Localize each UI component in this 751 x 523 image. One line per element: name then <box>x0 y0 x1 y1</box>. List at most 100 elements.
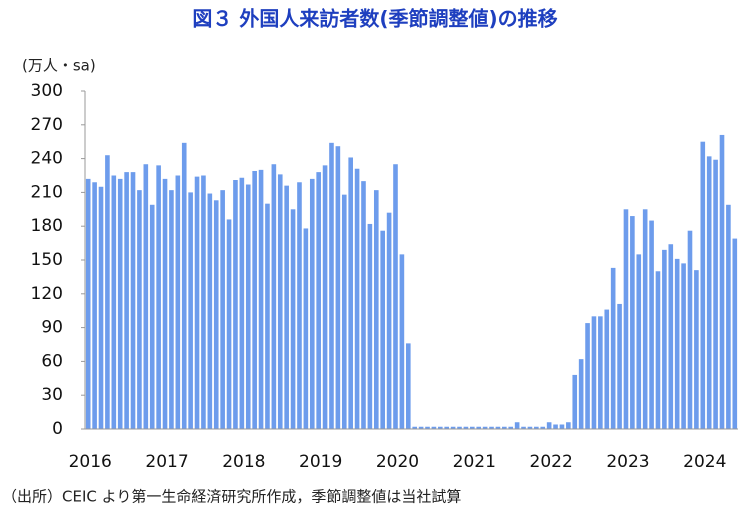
y-tick-label: 30 <box>41 385 63 405</box>
y-tick-label: 180 <box>31 216 63 236</box>
bar <box>546 422 552 429</box>
y-tick-label: 150 <box>31 250 63 270</box>
bar <box>655 271 661 429</box>
bar <box>649 220 654 429</box>
bar <box>188 192 193 429</box>
bar <box>687 230 693 429</box>
bar <box>706 156 712 429</box>
bar <box>143 164 149 429</box>
bar <box>713 159 718 429</box>
unit-label: (万人・sa) <box>22 57 96 75</box>
bar <box>303 228 309 429</box>
bar <box>642 209 648 429</box>
bar <box>553 424 558 429</box>
x-tick-label: 2024 <box>683 452 726 472</box>
x-tick-label: 2016 <box>69 452 112 472</box>
bar <box>213 200 219 429</box>
bar <box>117 178 123 429</box>
bar <box>245 184 251 429</box>
bar <box>111 175 117 429</box>
bar <box>585 323 590 429</box>
bar <box>617 303 622 429</box>
bar <box>470 426 475 429</box>
bar <box>540 426 546 429</box>
bar <box>175 175 181 429</box>
bar <box>149 204 155 429</box>
bar <box>694 270 699 429</box>
bar <box>169 190 174 429</box>
bar <box>572 374 578 429</box>
bar <box>393 164 398 429</box>
bar <box>194 176 200 429</box>
bar <box>425 426 430 429</box>
x-tick-label: 2020 <box>376 452 419 472</box>
bar <box>431 426 437 429</box>
bar <box>85 178 91 429</box>
bar <box>604 309 610 429</box>
y-tick-label: 120 <box>31 284 63 304</box>
bar <box>162 178 168 429</box>
x-tick-label: 2022 <box>530 452 573 472</box>
bar <box>668 244 674 429</box>
bar <box>534 426 539 429</box>
y-tick-label: 300 <box>31 81 63 101</box>
y-tick-label: 90 <box>41 318 63 338</box>
bar <box>367 223 373 429</box>
bar <box>630 216 635 429</box>
bar <box>130 172 136 429</box>
bar <box>316 172 321 429</box>
bar <box>220 190 225 429</box>
bar <box>527 426 533 429</box>
bar <box>124 172 129 429</box>
bar <box>341 194 347 429</box>
bar <box>284 185 289 429</box>
bar <box>226 219 232 429</box>
bar <box>502 426 507 429</box>
bar <box>482 426 488 429</box>
bar <box>438 426 443 429</box>
bar <box>495 426 501 429</box>
bar <box>726 204 731 429</box>
bar <box>386 212 392 429</box>
bar <box>354 168 360 430</box>
bar <box>233 180 238 429</box>
bar <box>463 426 469 429</box>
bar <box>207 193 213 429</box>
bar <box>105 155 110 429</box>
y-tick-label: 210 <box>31 182 63 202</box>
bar <box>98 186 104 429</box>
bar <box>380 230 385 429</box>
bar <box>610 267 616 429</box>
bar <box>636 254 642 429</box>
bar <box>252 170 257 429</box>
bar <box>290 209 296 429</box>
bar <box>732 238 738 429</box>
x-tick-label: 2017 <box>145 452 188 472</box>
bar <box>418 426 424 429</box>
bar <box>156 165 161 430</box>
bar <box>265 203 270 429</box>
bar <box>399 254 405 429</box>
bar <box>450 426 456 429</box>
bar <box>514 422 520 429</box>
bar <box>476 426 482 429</box>
bar <box>137 190 142 429</box>
bar <box>181 142 187 429</box>
bar <box>309 178 315 429</box>
source-note: （出所）CEIC より第一生命経済研究所作成，季節調整値は当社試算 <box>2 488 461 506</box>
bar <box>623 209 629 429</box>
bar <box>271 164 277 429</box>
bar <box>444 426 450 429</box>
y-tick-label: 240 <box>31 149 63 169</box>
bar <box>361 181 366 429</box>
x-tick-label: 2019 <box>299 452 342 472</box>
bar <box>457 426 462 429</box>
bar <box>373 190 379 429</box>
bar <box>239 177 245 429</box>
bar <box>412 426 418 429</box>
chart-title: 図３ 外国人来訪者数(季節調整値)の推移 <box>192 7 557 31</box>
bar <box>405 343 411 429</box>
y-tick-label: 270 <box>31 115 63 135</box>
bar <box>348 157 353 429</box>
